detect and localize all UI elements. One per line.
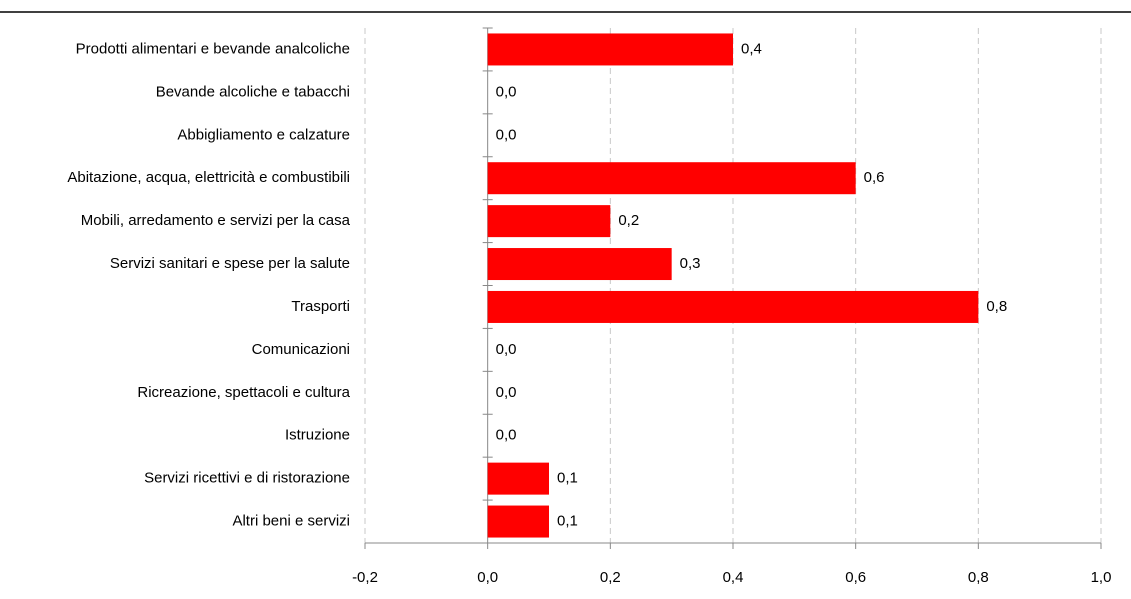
y-tick-label: Bevande alcoliche e tabacchi (156, 83, 350, 100)
bar (487, 248, 672, 281)
bar (487, 462, 549, 495)
y-tick-label: Abbigliamento e calzature (177, 126, 350, 143)
value-label: 0,0 (496, 384, 517, 401)
value-label: 0,3 (680, 255, 701, 272)
value-label: 0,8 (986, 298, 1007, 315)
y-tick-label: Ricreazione, spettacoli e cultura (137, 384, 350, 401)
x-tick-label: 0,6 (845, 569, 866, 586)
value-label: 0,0 (496, 341, 517, 358)
y-tick-label: Mobili, arredamento e servizi per la cas… (81, 212, 351, 229)
bar (487, 505, 549, 538)
value-label: 0,0 (496, 427, 517, 444)
y-tick-label: Istruzione (285, 427, 350, 444)
x-tick-label: 0,4 (723, 569, 744, 586)
value-label: 0,1 (557, 513, 578, 530)
value-label: 0,0 (496, 126, 517, 143)
x-tick-label: 0,8 (968, 569, 989, 586)
value-label: 0,6 (864, 169, 885, 186)
value-label: 0,4 (741, 40, 762, 57)
y-tick-label: Altri beni e servizi (232, 513, 350, 530)
y-tick-label: Comunicazioni (252, 341, 350, 358)
y-tick-label: Servizi ricettivi e di ristorazione (144, 470, 350, 487)
x-tick-label: 0,2 (600, 569, 621, 586)
y-tick-label: Trasporti (291, 298, 350, 315)
x-tick-label: 1,0 (1091, 569, 1112, 586)
x-tick-label: -0,2 (352, 569, 378, 586)
bar (487, 205, 611, 238)
y-tick-label: Servizi sanitari e spese per la salute (110, 255, 350, 272)
bar (487, 33, 733, 66)
bar (487, 290, 979, 323)
y-tick-label: Prodotti alimentari e bevande analcolich… (76, 40, 350, 57)
x-tick-label: 0,0 (477, 569, 498, 586)
value-label: 0,1 (557, 470, 578, 487)
y-tick-label: Abitazione, acqua, elettricità e combust… (67, 169, 350, 186)
value-label: 0,0 (496, 83, 517, 100)
bar (487, 162, 856, 195)
value-label: 0,2 (618, 212, 639, 229)
